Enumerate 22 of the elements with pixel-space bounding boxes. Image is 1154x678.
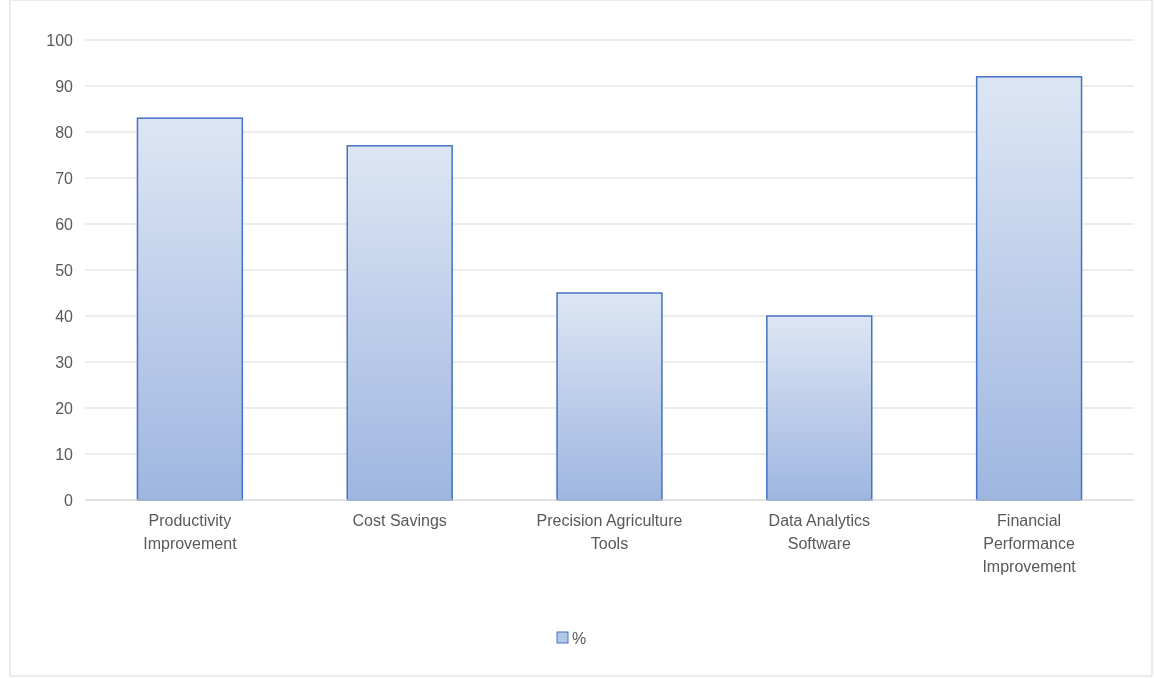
y-tick-label: 50 <box>55 261 74 279</box>
y-tick-label: 90 <box>55 77 74 95</box>
y-tick-label: 10 <box>55 445 74 463</box>
y-tick-label: 80 <box>55 123 74 141</box>
y-tick-label: 40 <box>55 307 74 325</box>
y-tick-label: 100 <box>46 31 74 49</box>
bar <box>556 292 663 501</box>
x-tick-label: Data Analytics Software <box>768 512 870 552</box>
y-tick-label: 70 <box>55 169 74 187</box>
bar <box>136 117 244 501</box>
x-tick-label: Financial Performance Improvement <box>982 512 1077 575</box>
x-tick-label: Productivity Improvement <box>143 512 238 552</box>
bar <box>975 76 1083 501</box>
y-tick-label: 30 <box>55 353 74 371</box>
y-tick-label: 20 <box>55 399 74 417</box>
x-tick-label: Cost Savings <box>352 512 447 529</box>
legend-label: % <box>572 629 587 647</box>
bar <box>766 315 873 501</box>
y-tick-label: 60 <box>55 215 74 233</box>
y-tick-label: 0 <box>64 491 74 509</box>
bar <box>346 145 453 501</box>
x-tick-label: Precision Agriculture Tools <box>536 512 683 552</box>
